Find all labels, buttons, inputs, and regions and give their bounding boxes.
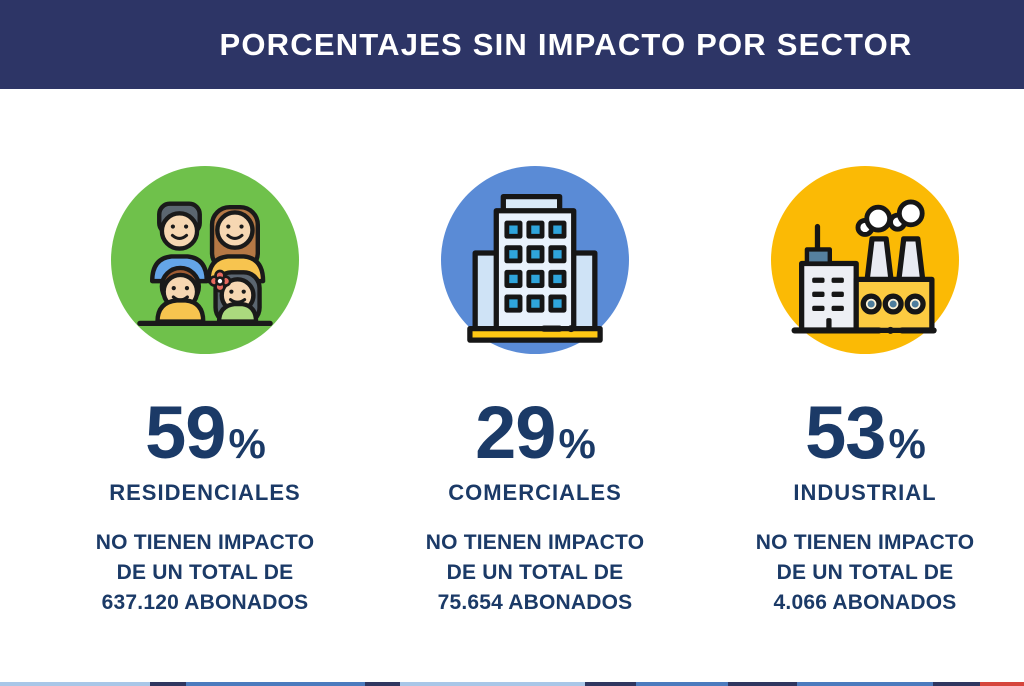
strip-segment [797, 682, 933, 686]
percent-sign: % [228, 420, 265, 467]
percent-number: 29 [475, 391, 556, 474]
percent-value-commercial: 29% [370, 396, 700, 470]
sector-description-residential: NO TIENEN IMPACTO DE UN TOTAL DE 637.120… [95, 531, 315, 614]
sector-circle-industrial [771, 166, 959, 354]
footer-strip [0, 682, 1024, 686]
percent-sign: % [558, 420, 595, 467]
sector-column-residential: 59% RESIDENCIALES NO TIENEN IMPACTO DE U… [40, 166, 370, 618]
strip-segment [150, 682, 186, 686]
strip-segment [728, 682, 797, 686]
percent-value-residential: 59% [40, 396, 370, 470]
sector-column-industrial: 53% INDUSTRIAL NO TIENEN IMPACTO DE UN T… [700, 166, 1024, 618]
percent-number: 59 [145, 391, 226, 474]
strip-segment [933, 682, 980, 686]
percent-number: 53 [805, 391, 886, 474]
strip-segment [186, 682, 365, 686]
header-bar: PORCENTAJES SIN IMPACTO POR SECTOR [0, 0, 1024, 89]
strip-segment [400, 682, 585, 686]
strip-segment [0, 682, 150, 686]
sector-label-industrial: INDUSTRIAL [793, 480, 937, 505]
strip-segment [636, 682, 728, 686]
strip-segment [980, 682, 1024, 686]
sector-column-commercial: 29% COMERCIALES NO TIENEN IMPACTO DE UN … [370, 166, 700, 618]
percent-value-industrial: 53% [700, 396, 1024, 470]
sector-label-commercial: COMERCIALES [448, 480, 622, 505]
family-icon [137, 201, 273, 326]
strip-segment [365, 682, 400, 686]
strip-segment [585, 682, 636, 686]
sector-label-residential: RESIDENCIALES [109, 480, 301, 505]
sector-columns: 59% RESIDENCIALES NO TIENEN IMPACTO DE U… [40, 166, 1024, 618]
sector-description-commercial: NO TIENEN IMPACTO DE UN TOTAL DE 75.654 … [425, 531, 645, 614]
office-building-icon [467, 194, 603, 343]
sector-circle-commercial [441, 166, 629, 354]
page-title: PORCENTAJES SIN IMPACTO POR SECTOR [219, 26, 913, 62]
sector-description-industrial: NO TIENEN IMPACTO DE UN TOTAL DE 4.066 A… [755, 531, 975, 614]
factory-icon [791, 199, 937, 334]
sector-circle-residential [111, 166, 299, 354]
percent-sign: % [888, 420, 925, 467]
